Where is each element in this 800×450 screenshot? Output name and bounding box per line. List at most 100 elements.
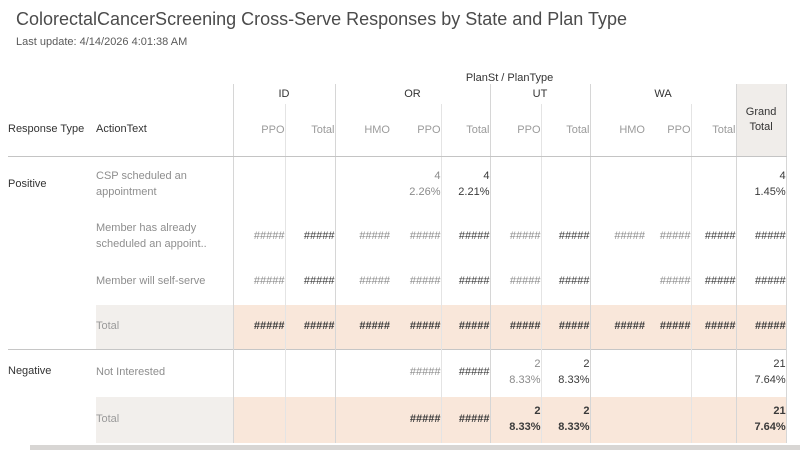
action-label: Member will self-serve bbox=[96, 275, 206, 288]
data-cell bbox=[284, 156, 335, 214]
data-cell: ##### bbox=[489, 305, 541, 349]
total-row-label: Total bbox=[96, 397, 233, 443]
data-cell bbox=[690, 397, 736, 443]
data-cell: ##### bbox=[440, 259, 490, 305]
row-axis-response-type: Response Type bbox=[8, 104, 96, 157]
data-cell: ##### bbox=[540, 259, 590, 305]
group-label-positive: Positive bbox=[8, 177, 47, 190]
data-cell: ##### bbox=[390, 397, 441, 443]
col-header-wa-total: Total bbox=[690, 104, 736, 157]
data-cell: 2 8.33% bbox=[540, 397, 590, 443]
data-cell: 4 2.21% bbox=[440, 156, 490, 214]
data-cell: ##### bbox=[540, 305, 590, 349]
col-header-id-total: Total bbox=[284, 104, 335, 157]
data-cell: ##### bbox=[284, 214, 335, 259]
row-axis-actiontext: ActionText bbox=[96, 104, 233, 157]
data-cell: ##### bbox=[540, 214, 590, 259]
data-cell: ##### bbox=[489, 259, 541, 305]
data-cell bbox=[540, 156, 590, 214]
data-cell: ##### bbox=[645, 305, 691, 349]
data-cell bbox=[232, 348, 285, 397]
data-cell: 2 8.33% bbox=[489, 348, 541, 397]
data-cell: ##### bbox=[589, 305, 645, 349]
data-cell: ##### bbox=[690, 305, 736, 349]
header-spacer bbox=[8, 84, 233, 104]
state-header-id: ID bbox=[232, 84, 335, 104]
data-cell bbox=[690, 156, 736, 214]
data-cell bbox=[645, 156, 691, 214]
data-cell: 4 1.45% bbox=[735, 156, 787, 214]
table-row: Member has already scheduled an appoint.… bbox=[8, 214, 787, 259]
data-cell: 21 7.64% bbox=[735, 397, 787, 443]
col-header-ut-total: Total bbox=[540, 104, 590, 157]
plan-axis-row: PlanSt / PlanType bbox=[8, 62, 786, 84]
group-label-negative: Negative bbox=[8, 348, 96, 443]
data-cell: ##### bbox=[409, 229, 441, 242]
data-cell: ##### bbox=[232, 214, 285, 259]
data-cell: ##### bbox=[690, 259, 736, 305]
state-header-ut: UT bbox=[489, 84, 590, 104]
state-header-row: ID OR UT WA Grand Total bbox=[8, 84, 787, 157]
data-cell: ##### bbox=[390, 348, 441, 397]
data-cell bbox=[589, 397, 645, 443]
state-header-wa: WA bbox=[589, 84, 736, 104]
table-row: Positive CSP scheduled an appointment 4 … bbox=[8, 156, 787, 214]
col-header-wa-hmo: HMO bbox=[589, 104, 645, 157]
state-header-or: OR bbox=[334, 84, 490, 104]
data-cell: ##### bbox=[390, 305, 441, 349]
data-cell bbox=[232, 156, 285, 214]
data-cell: 4 2.26% bbox=[409, 170, 441, 199]
total-row-label: Total bbox=[96, 305, 233, 349]
table-row: Negative Not Interested ##### ##### 2 8.… bbox=[8, 348, 787, 443]
data-cell: ##### bbox=[232, 305, 285, 349]
data-cell: ##### bbox=[284, 305, 335, 349]
col-header-wa-ppo: PPO bbox=[645, 104, 691, 157]
col-header-or-hmo: HMO bbox=[334, 104, 390, 157]
grand-total-header: Grand Total bbox=[735, 84, 787, 157]
action-label: Member has already scheduled an appoint.… bbox=[96, 221, 207, 250]
data-cell bbox=[690, 348, 736, 397]
data-cell: ##### bbox=[735, 305, 787, 349]
action-label: Not Interested bbox=[96, 348, 233, 397]
data-cell: ##### bbox=[334, 259, 390, 305]
data-cell: ##### bbox=[232, 259, 285, 305]
data-cell bbox=[489, 156, 541, 214]
crosstab-table: PlanSt / PlanType ID OR UT WA Grand Tota… bbox=[8, 62, 787, 443]
data-cell: 21 7.64% bbox=[735, 348, 787, 397]
data-cell: 2 8.33% bbox=[489, 397, 541, 443]
plan-axis-label: PlanSt / PlanType bbox=[465, 72, 554, 84]
positive-total-row: Total ##### ##### ##### ##### ##### ####… bbox=[8, 305, 787, 349]
negative-total-row: Total ##### ##### 2 8.33% 2 8.33% 21 7.6… bbox=[8, 397, 787, 443]
data-cell bbox=[589, 259, 645, 305]
page-title: ColorectalCancerScreening Cross-Serve Re… bbox=[16, 9, 627, 29]
action-label: CSP scheduled an appointment bbox=[96, 170, 187, 199]
data-cell: ##### bbox=[440, 397, 490, 443]
data-cell: ##### bbox=[334, 305, 390, 349]
data-cell: ##### bbox=[440, 214, 490, 259]
data-cell bbox=[589, 348, 645, 397]
data-cell: ##### bbox=[409, 275, 441, 288]
col-header-or-ppo: PPO bbox=[390, 104, 441, 157]
data-cell: ##### bbox=[334, 214, 390, 259]
data-cell: ##### bbox=[659, 229, 691, 242]
header-spacer bbox=[8, 62, 233, 84]
data-cell: ##### bbox=[284, 259, 335, 305]
data-cell bbox=[232, 397, 285, 443]
data-cell: 2 8.33% bbox=[540, 348, 590, 397]
data-cell: ##### bbox=[735, 214, 787, 259]
data-cell bbox=[334, 156, 390, 214]
data-cell bbox=[284, 348, 335, 397]
col-header-ut-ppo: PPO bbox=[489, 104, 541, 157]
data-cell bbox=[645, 348, 691, 397]
table-row: Member will self-serve ##### ##### #####… bbox=[8, 259, 787, 305]
data-cell: ##### bbox=[489, 214, 541, 259]
data-cell: ##### bbox=[659, 275, 691, 288]
horizontal-scrollbar[interactable] bbox=[30, 445, 800, 450]
data-cell bbox=[589, 156, 645, 214]
data-cell: ##### bbox=[440, 305, 490, 349]
col-header-or-total: Total bbox=[440, 104, 490, 157]
last-update-caption: Last update: 4/14/2026 4:01:38 AM bbox=[16, 36, 188, 48]
data-cell bbox=[334, 397, 390, 443]
data-cell bbox=[334, 348, 390, 397]
col-header-id-ppo: PPO bbox=[232, 104, 285, 157]
